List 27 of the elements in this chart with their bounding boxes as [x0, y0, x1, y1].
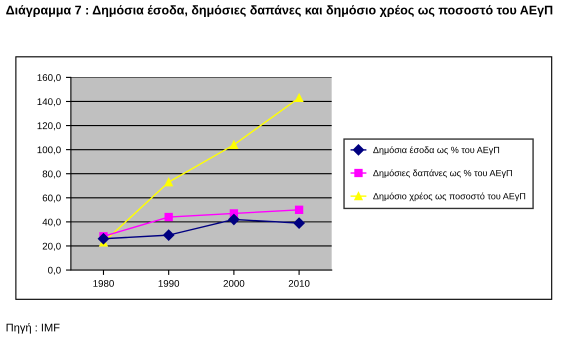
y-tick-label: 120,0: [38, 122, 61, 130]
point: [230, 140, 238, 149]
chart-title: Διάγραμμα 7 : Δημόσια έσοδα, δημόσιες δαπάνες και δημόσιο χρέος ως ποσοστό του ΑΕγΠ: [6, 5, 552, 17]
y-tick-label: 40,0: [42, 218, 61, 227]
point: [164, 178, 173, 186]
legend-label: Δημόσια έσοδα ως % του ΑΕγΠ: [373, 146, 500, 155]
y-tick-label: 20,0: [42, 242, 61, 251]
point: [293, 217, 305, 229]
point: [98, 233, 110, 244]
text: Πηγή : IMF: [6, 323, 60, 334]
point: [164, 212, 173, 222]
point: [294, 94, 304, 102]
x-tick-label: 2000: [224, 280, 244, 287]
point: [294, 206, 304, 214]
y-tick-label: 80,0: [42, 170, 61, 178]
point: [163, 230, 174, 241]
y-tick-label: 160,0: [38, 74, 61, 82]
y-tick-label: 140,0: [38, 98, 61, 106]
x-tick-label: 2010: [288, 280, 310, 287]
x-tick-label: 1990: [158, 280, 180, 287]
legend-label: Δημόσιο χρέος ως ποσοστό του ΑΕγΠ: [373, 192, 526, 202]
y-tick-label: 0,0: [48, 266, 61, 275]
point: [228, 214, 240, 226]
y-tick-label: 100,0: [38, 146, 61, 154]
legend-label: Δημόσιες δαπάνες ως % του ΑΕγΠ: [373, 169, 512, 178]
x-tick-label: 1980: [93, 280, 114, 287]
y-tick-label: 60,0: [42, 194, 61, 203]
